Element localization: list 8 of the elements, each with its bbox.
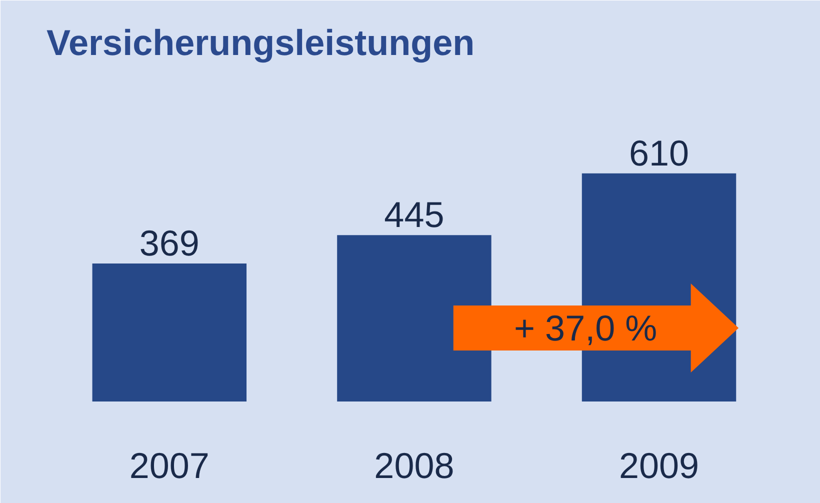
data-label: 445 (384, 194, 444, 236)
data-label: 610 (628, 132, 690, 174)
x-tick-label: 2008 (374, 445, 454, 486)
x-tick-label: 2009 (618, 445, 700, 486)
annotation: + 37,0 % (514, 308, 658, 348)
chart-title: Versicherungsleistungen (46, 22, 475, 63)
data-label: 369 (139, 222, 200, 264)
x-tick-label: 2007 (129, 445, 210, 486)
